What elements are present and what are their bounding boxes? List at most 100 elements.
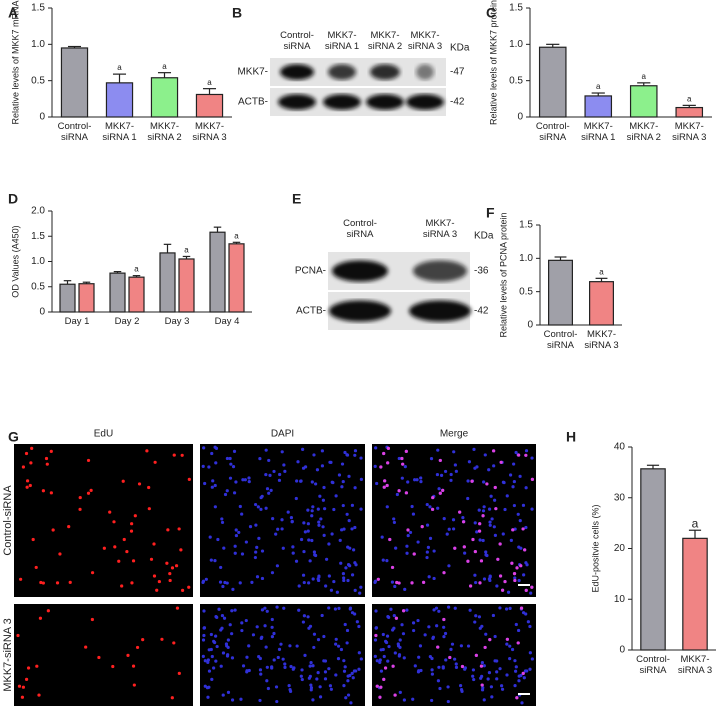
edu-cell bbox=[478, 522, 482, 526]
bar bbox=[78, 283, 95, 313]
nucleus bbox=[432, 608, 436, 612]
edu-cell bbox=[448, 655, 452, 660]
nucleus bbox=[233, 551, 237, 555]
x-tick-label: MKK7- siRNA 3 bbox=[678, 654, 712, 676]
lane-label: MKK7- siRNA 3 bbox=[408, 30, 442, 52]
nucleus bbox=[416, 618, 420, 623]
nucleus bbox=[392, 520, 397, 525]
nucleus bbox=[449, 472, 453, 477]
nucleus bbox=[508, 473, 513, 477]
nucleus bbox=[319, 517, 323, 521]
row-label: ACTB- bbox=[296, 306, 326, 317]
nucleus bbox=[359, 657, 363, 661]
edu-cell bbox=[180, 588, 185, 592]
nucleus bbox=[406, 533, 410, 538]
nucleus bbox=[482, 577, 487, 581]
x-tick-label-text: MKK7- siRNA 2 bbox=[626, 121, 661, 143]
nucleus bbox=[488, 520, 492, 524]
edu-cell bbox=[26, 666, 31, 670]
edu-cell bbox=[155, 588, 159, 592]
nucleus bbox=[290, 519, 294, 524]
nucleus bbox=[454, 662, 458, 666]
nucleus bbox=[341, 572, 346, 576]
nucleus bbox=[381, 632, 385, 637]
nucleus bbox=[212, 639, 216, 644]
edu-cell bbox=[374, 633, 378, 638]
nucleus bbox=[427, 625, 431, 629]
edu-cell bbox=[462, 545, 466, 549]
edu-cell bbox=[187, 477, 191, 481]
nucleus bbox=[419, 476, 423, 480]
nucleus bbox=[340, 485, 344, 489]
nucleus bbox=[487, 670, 492, 675]
nucleus bbox=[217, 607, 221, 611]
edu-cell bbox=[172, 453, 176, 457]
nucleus bbox=[206, 658, 210, 662]
nucleus bbox=[359, 507, 363, 511]
edu-cell bbox=[406, 528, 410, 532]
nucleus bbox=[251, 633, 256, 637]
edu-cell bbox=[378, 695, 382, 699]
nucleus bbox=[508, 644, 512, 648]
nucleus bbox=[313, 553, 317, 557]
nucleus bbox=[382, 654, 386, 659]
edu-cell bbox=[470, 479, 474, 483]
nucleus bbox=[342, 659, 346, 663]
nucleus bbox=[348, 607, 352, 611]
nucleus bbox=[509, 538, 513, 542]
blot-band bbox=[332, 260, 388, 282]
nucleus bbox=[296, 460, 300, 464]
edu-cell bbox=[86, 458, 91, 463]
nucleus bbox=[500, 684, 504, 688]
nucleus bbox=[211, 479, 215, 483]
lane-label: MKK7- siRNA 1 bbox=[325, 30, 359, 52]
nucleus bbox=[203, 684, 207, 688]
nucleus bbox=[411, 512, 416, 516]
x-tick-label: MKK7- siRNA 3 bbox=[192, 121, 226, 143]
edu-cell bbox=[78, 507, 82, 511]
nucleus bbox=[315, 677, 319, 681]
nucleus bbox=[418, 644, 423, 648]
nucleus bbox=[477, 508, 481, 512]
nucleus bbox=[220, 517, 224, 521]
nucleus bbox=[270, 665, 274, 669]
nucleus bbox=[431, 636, 435, 640]
nucleus bbox=[300, 668, 304, 672]
nucleus bbox=[484, 550, 488, 554]
edu-cell bbox=[175, 606, 180, 610]
edu-cell bbox=[78, 495, 82, 500]
nucleus bbox=[400, 476, 404, 480]
nucleus bbox=[222, 546, 226, 550]
edu-cell bbox=[132, 683, 136, 687]
nucleus bbox=[406, 480, 410, 484]
marker-label: -42 bbox=[474, 306, 489, 317]
edu-cell bbox=[488, 638, 492, 642]
nucleus bbox=[432, 576, 436, 581]
nucleus bbox=[275, 605, 279, 609]
nucleus bbox=[228, 456, 232, 461]
x-tick-label-text: Day 4 bbox=[214, 316, 240, 327]
nucleus bbox=[307, 676, 311, 680]
nucleus bbox=[385, 634, 390, 638]
edu-cell bbox=[499, 460, 503, 464]
y-tick-label: 1.5 bbox=[509, 3, 523, 14]
edu-cell bbox=[170, 696, 174, 700]
edu-cell bbox=[25, 479, 30, 483]
nucleus bbox=[430, 698, 434, 703]
nucleus bbox=[307, 581, 311, 585]
edu-cell bbox=[168, 578, 172, 583]
nucleus bbox=[483, 453, 487, 457]
nucleus bbox=[435, 624, 439, 628]
bar bbox=[60, 47, 89, 118]
nucleus bbox=[301, 447, 305, 451]
nucleus bbox=[484, 632, 488, 636]
y-tick-label: 0.5 bbox=[31, 281, 45, 292]
nucleus bbox=[317, 523, 321, 527]
edu-cell bbox=[442, 571, 446, 575]
nucleus bbox=[505, 673, 509, 677]
nucleus bbox=[488, 523, 492, 527]
edu-cell bbox=[402, 609, 406, 613]
edu-cell bbox=[530, 585, 534, 589]
nucleus bbox=[226, 638, 230, 642]
nucleus bbox=[254, 523, 258, 527]
